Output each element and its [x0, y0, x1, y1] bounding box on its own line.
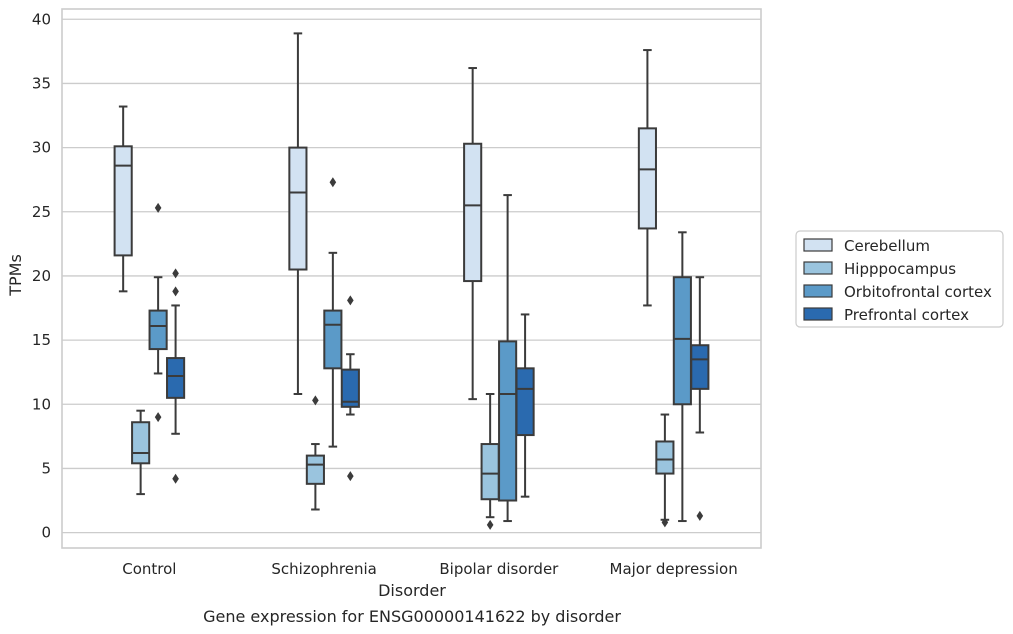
outlier-0	[329, 177, 337, 188]
legend-label-3: Prefrontal cortex	[844, 306, 969, 324]
outlier-1	[172, 286, 179, 297]
legend-frame	[795, 230, 1004, 328]
y-axis-label: TPMs	[6, 254, 25, 297]
outlier-0	[347, 295, 354, 306]
y-tick-label-35: 35	[32, 74, 51, 92]
x-tick-label-2: Bipolar disorder	[439, 560, 559, 578]
y-tick-label-15: 15	[32, 331, 51, 349]
y-tick-label-30: 30	[32, 139, 51, 157]
box-plots	[113, 32, 710, 530]
box-3-3	[690, 276, 710, 521]
y-tick-label-20: 20	[32, 267, 51, 285]
iqr-box	[672, 276, 692, 406]
outlier-0	[154, 202, 162, 213]
iqr-box	[463, 142, 483, 283]
outlier-0	[172, 268, 179, 279]
y-tick-label-40: 40	[32, 10, 51, 28]
x-tick-labels: Control Schizophrenia Bipolar disorder Majo…	[122, 560, 737, 578]
box-0-0	[113, 105, 133, 293]
iqr-box	[148, 309, 168, 351]
box-3-1	[655, 413, 675, 528]
iqr-box	[637, 127, 657, 230]
outlier-1	[347, 471, 354, 482]
iqr-box	[305, 454, 325, 485]
box-1-2	[323, 177, 343, 448]
x-tick-label-3: Major depression	[610, 560, 738, 578]
outlier-0	[486, 519, 494, 530]
legend-label-0: Cerebellum	[844, 237, 930, 255]
plot-frame	[61, 8, 762, 549]
legend: Cerebellum Hipppocampus Orbitofrontal cort…	[795, 230, 1004, 328]
iqr-box	[323, 309, 343, 370]
legend-swatch-3	[803, 307, 833, 321]
iqr-box	[690, 344, 710, 390]
box-3-0	[637, 49, 657, 307]
x-tick-label-0: Control	[122, 560, 176, 578]
y-tick-label-5: 5	[41, 459, 51, 477]
iqr-box	[131, 421, 151, 465]
iqr-box	[288, 146, 308, 271]
iqr-box	[340, 368, 360, 408]
legend-label-1: Hipppocampus	[844, 260, 956, 278]
iqr-box	[480, 443, 500, 501]
y-tick-label-25: 25	[32, 203, 51, 221]
iqr-box	[515, 367, 535, 437]
box-0-2	[148, 202, 168, 423]
y-tick-label-0: 0	[41, 524, 51, 542]
box-0-3	[166, 268, 186, 484]
box-2-3	[515, 313, 535, 498]
legend-label-2: Orbitofrontal cortex	[844, 283, 992, 301]
chart-caption: Gene expression for ENSG00000141622 by d…	[203, 607, 621, 626]
box-2-0	[463, 67, 483, 401]
x-axis-label: Disorder	[378, 581, 446, 600]
outlier-0	[661, 517, 669, 528]
outlier-1	[154, 412, 162, 423]
legend-swatch-1	[803, 261, 833, 275]
legend-swatch-2	[803, 284, 833, 298]
legend-swatch-0	[803, 238, 833, 252]
y-tick-labels: 0 5 10 15 20 25 30 35 40	[32, 10, 51, 541]
iqr-box	[498, 340, 518, 502]
box-1-3	[340, 295, 360, 482]
iqr-box	[166, 357, 186, 399]
box-2-1	[480, 393, 500, 530]
x-tick-label-1: Schizophrenia	[271, 560, 376, 578]
outlier-2	[172, 473, 179, 484]
box-3-2	[672, 231, 692, 523]
y-tick-label-10: 10	[32, 395, 51, 413]
outlier-0	[696, 510, 704, 521]
box-0-1	[131, 409, 151, 496]
iqr-box	[113, 145, 133, 257]
iqr-box	[655, 440, 675, 475]
box-1-1	[305, 395, 325, 511]
outlier-0	[312, 395, 319, 406]
box-1-0	[288, 32, 308, 395]
